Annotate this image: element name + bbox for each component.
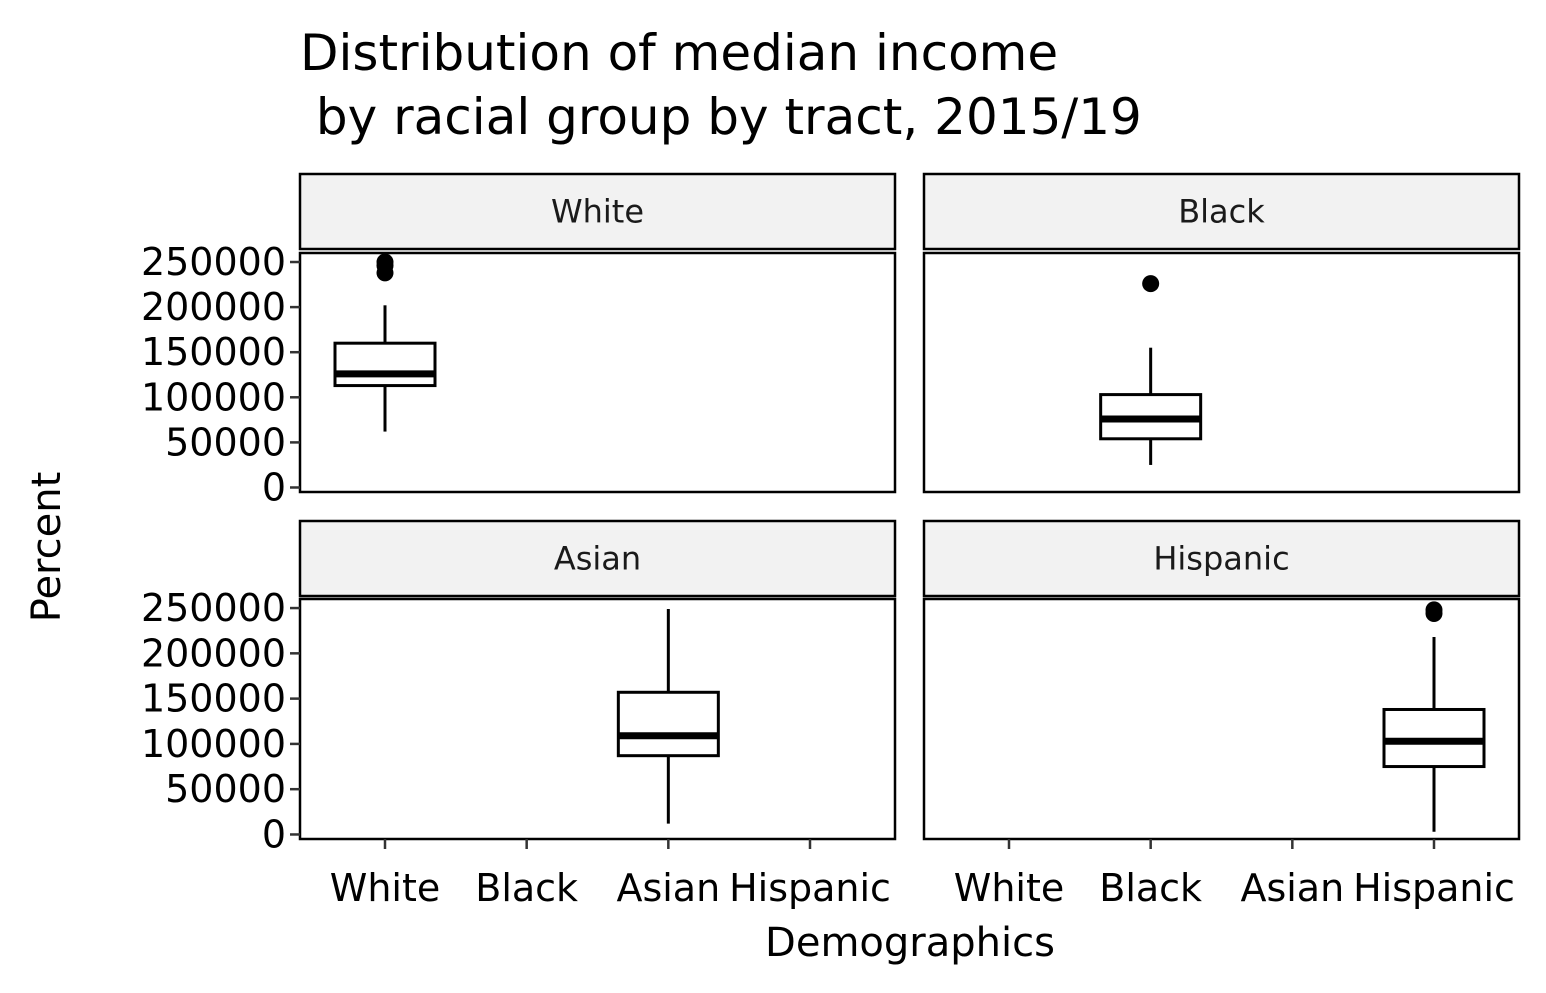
y-tick-label: 250000 — [141, 586, 286, 630]
box-iqr — [616, 690, 720, 758]
y-tick-label: 150000 — [141, 330, 286, 374]
outlier-point — [376, 253, 394, 271]
x-tick-label: White — [954, 866, 1065, 910]
facet-strip-label: Black — [1178, 193, 1265, 231]
facet-strip-label: Asian — [554, 540, 641, 578]
facet-panels: White050000100000150000200000250000Black… — [141, 172, 1521, 910]
facet-strip-label: White — [551, 193, 644, 231]
y-tick-label: 50000 — [165, 767, 286, 811]
facet-panel-border — [922, 251, 1521, 494]
x-tick-label: Hispanic — [729, 866, 891, 910]
facet-panel-border — [298, 597, 897, 841]
outlier-point — [1142, 275, 1160, 293]
x-tick-label: Black — [1099, 866, 1202, 910]
facet-strip-label: Hispanic — [1153, 540, 1289, 578]
facet-strip — [922, 519, 1521, 598]
x-tick-label: Asian — [1240, 866, 1344, 910]
y-tick-label: 100000 — [141, 375, 286, 419]
y-tick-label: 200000 — [141, 285, 286, 329]
y-tick-label: 100000 — [141, 722, 286, 766]
y-tick-label: 50000 — [165, 420, 286, 464]
y-tick-label: 200000 — [141, 631, 286, 675]
y-tick-label: 250000 — [141, 240, 286, 284]
facet-strip — [298, 519, 897, 598]
x-axis-title: Demographics — [765, 920, 1055, 966]
facet-strip — [298, 172, 897, 251]
x-tick-label: Black — [475, 866, 578, 910]
x-tick-label: Asian — [616, 866, 720, 910]
x-tick-label: White — [330, 866, 441, 910]
y-tick-label: 150000 — [141, 677, 286, 721]
facet-panel-black: Black — [922, 172, 1521, 494]
outlier-point — [1425, 601, 1443, 619]
facet-strip — [922, 172, 1521, 251]
y-tick-label: 0 — [262, 465, 286, 509]
y-tick-label: 0 — [262, 812, 286, 856]
chart-title: Distribution of median income by racial … — [300, 24, 1142, 146]
box-iqr — [333, 341, 437, 388]
x-tick-label: Hispanic — [1353, 866, 1515, 910]
y-axis-title: Percent — [24, 472, 70, 623]
